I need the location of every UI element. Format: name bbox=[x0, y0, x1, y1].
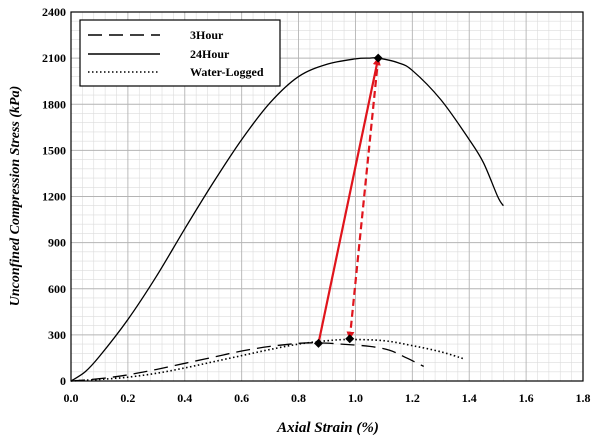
x-tick-label: 0.4 bbox=[177, 391, 192, 405]
x-tick-label: 1.0 bbox=[348, 391, 363, 405]
x-tick-label: 1.6 bbox=[519, 391, 534, 405]
x-tick-label: 0.2 bbox=[120, 391, 135, 405]
legend: 3Hour 24Hour Water-Logged bbox=[79, 19, 281, 87]
peak-marker-3hour bbox=[313, 338, 323, 348]
peak-marker-24hour bbox=[373, 53, 383, 63]
x-tick-label: 1.8 bbox=[576, 391, 591, 405]
x-tick-label: 0.8 bbox=[291, 391, 306, 405]
y-tick-label: 600 bbox=[48, 282, 66, 296]
series-line-24hour bbox=[70, 57, 504, 382]
y-tick-label: 900 bbox=[48, 236, 66, 250]
y-tick-label: 2100 bbox=[42, 51, 66, 65]
series-line-water-logged bbox=[70, 338, 464, 382]
series-line-3hour bbox=[70, 342, 424, 382]
y-tick-label: 1800 bbox=[42, 97, 66, 111]
y-axis-label: Unconfined Compression Stress (kPa) bbox=[8, 86, 23, 307]
plot-frame bbox=[70, 11, 584, 382]
legend-box bbox=[79, 19, 281, 87]
x-axis-ticks: 0.0 0.2 0.4 0.6 0.8 1.0 1.2 1.4 1.6 1.8 bbox=[64, 391, 591, 405]
series-lines bbox=[70, 57, 504, 382]
x-tick-label: 1.4 bbox=[462, 391, 477, 405]
y-tick-label: 1200 bbox=[42, 190, 66, 204]
x-axis-label: Axial Strain (%) bbox=[276, 420, 379, 436]
x-tick-label: 0.6 bbox=[234, 391, 249, 405]
peak-shift-arrows bbox=[317, 57, 381, 344]
y-axis-ticks: 0 300 600 900 1200 1500 1800 2100 2400 bbox=[42, 5, 66, 388]
x-tick-label: 0.0 bbox=[64, 391, 79, 405]
y-tick-label: 2400 bbox=[42, 5, 66, 19]
legend-label-24hour: 24Hour bbox=[190, 47, 230, 61]
legend-label-water-logged: Water-Logged bbox=[190, 65, 264, 79]
legend-label-3hour: 3Hour bbox=[190, 28, 224, 42]
y-tick-label: 300 bbox=[48, 328, 66, 342]
y-tick-label: 1500 bbox=[42, 143, 66, 157]
peak-shift-arrow-2 bbox=[346, 58, 380, 340]
peak-markers bbox=[313, 53, 383, 348]
x-tick-label: 1.2 bbox=[405, 391, 420, 405]
y-tick-label: 0 bbox=[60, 374, 66, 388]
peak-shift-arrow-1 bbox=[317, 57, 381, 344]
peak-marker-water-logged bbox=[345, 334, 355, 344]
